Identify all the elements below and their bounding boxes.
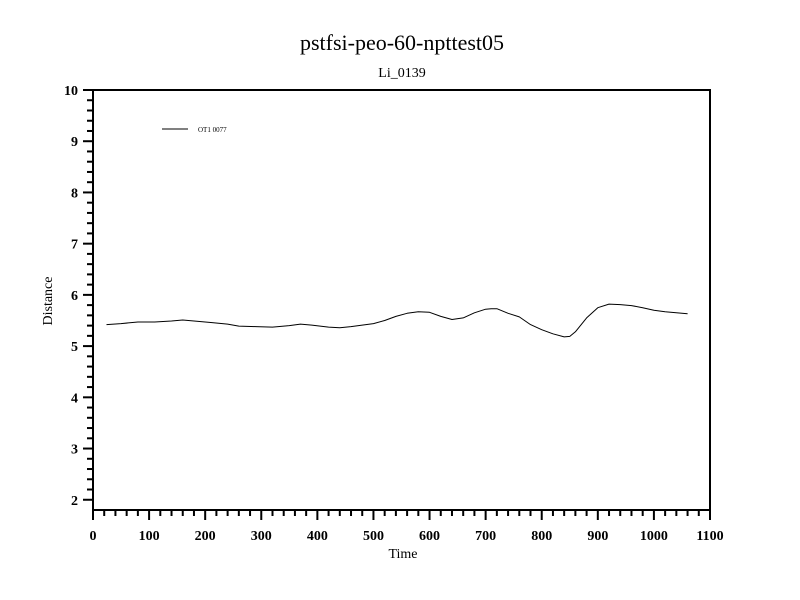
x-tick-label: 400 bbox=[307, 529, 328, 544]
y-tick-label: 7 bbox=[71, 238, 78, 253]
legend: OT1 0077 bbox=[162, 126, 227, 134]
y-tick-label: 2 bbox=[71, 494, 78, 509]
y-tick-label: 6 bbox=[71, 289, 78, 304]
y-tick-label: 5 bbox=[71, 340, 78, 355]
plot-area: 0 100 200 300 400 500 600 700 800 900 1000 1100 2 3 4 5… bbox=[64, 84, 724, 544]
x-tick-label: 500 bbox=[363, 529, 384, 544]
plot-frame bbox=[92, 89, 711, 511]
chart-title: pstfsi-peo-60-npttest05 bbox=[300, 30, 504, 55]
x-tick-label: 0 bbox=[90, 529, 97, 544]
series-line bbox=[106, 303, 688, 338]
x-tick-label: 100 bbox=[139, 529, 160, 544]
x-tick-label: 200 bbox=[195, 529, 216, 544]
y-axis-label: Distance bbox=[41, 277, 56, 326]
x-tick-label: 1000 bbox=[640, 529, 668, 544]
x-tick-label: 300 bbox=[251, 529, 272, 544]
x-axis-label: Time bbox=[388, 547, 417, 562]
x-tick-label: 600 bbox=[419, 529, 440, 544]
legend-label: OT1 0077 bbox=[198, 126, 227, 134]
x-tick-label: 800 bbox=[531, 529, 552, 544]
x-tick-label: 900 bbox=[587, 529, 608, 544]
y-tick-label: 8 bbox=[71, 186, 78, 201]
y-tick-label: 10 bbox=[64, 84, 78, 99]
x-tick-label: 1100 bbox=[696, 529, 723, 544]
chart-subtitle: Li_0139 bbox=[378, 66, 425, 81]
y-tick-label: 9 bbox=[71, 135, 78, 150]
x-tick-label: 700 bbox=[475, 529, 496, 544]
y-tick-label: 4 bbox=[71, 391, 78, 406]
y-tick-label: 3 bbox=[71, 443, 78, 458]
